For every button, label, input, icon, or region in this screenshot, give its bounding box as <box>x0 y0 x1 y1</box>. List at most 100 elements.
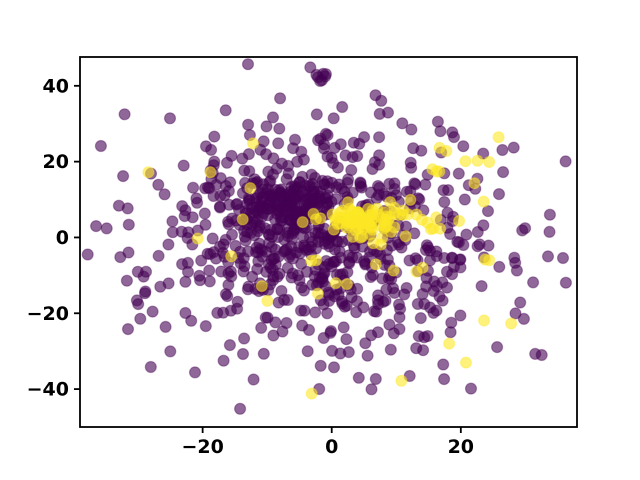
scatter-point <box>296 216 309 229</box>
x-tick-label: 20 <box>448 436 474 458</box>
scatter-point <box>438 373 451 386</box>
scatter-point <box>369 372 382 386</box>
scatter-point <box>193 269 206 282</box>
scatter-point <box>324 326 337 339</box>
x-tick-label: −20 <box>181 436 223 458</box>
scatter-point <box>438 195 451 209</box>
scatter-point <box>89 220 103 233</box>
scatter-point <box>218 189 231 202</box>
scatter-point <box>440 281 454 294</box>
scatter-point <box>403 369 416 383</box>
scatter-point <box>251 263 264 276</box>
scatter-point <box>509 307 522 320</box>
scatter-point <box>389 206 402 219</box>
scatter-point <box>177 159 190 172</box>
scatter-point <box>458 193 471 206</box>
scatter-point <box>198 207 211 220</box>
scatter-point <box>426 163 439 176</box>
scatter-point <box>367 237 380 250</box>
scatter-point <box>257 135 270 148</box>
scatter-point <box>483 254 496 267</box>
scatter-point <box>270 162 283 175</box>
y-axis: −40 −20 0 20 40 <box>27 75 80 401</box>
scatter-point <box>514 296 527 309</box>
scatter-point <box>492 131 505 144</box>
scatter-point <box>219 288 232 301</box>
scatter-point <box>359 337 372 350</box>
scatter-point <box>280 243 293 256</box>
scatter-point <box>396 117 409 130</box>
scatter-point <box>352 371 365 384</box>
scatter-point <box>181 256 194 269</box>
scatter-point <box>112 199 126 212</box>
scatter-point <box>191 232 204 245</box>
scatter-point <box>247 373 260 386</box>
scatter-point <box>541 250 555 263</box>
scatter-point <box>293 274 306 287</box>
scatter-point <box>454 309 467 322</box>
scatter-point <box>459 155 472 168</box>
scatter-point <box>166 215 179 228</box>
scatter-point <box>365 329 378 342</box>
scatter-point <box>274 92 287 105</box>
scatter-point <box>316 174 329 187</box>
scatter-point <box>280 316 293 330</box>
scatter-point <box>414 312 427 325</box>
scatter-point <box>179 275 192 288</box>
scatter-point <box>349 224 362 237</box>
scatter-point <box>275 284 288 298</box>
scatter-point <box>518 222 532 235</box>
scatter-point <box>454 253 467 266</box>
scatter-point <box>134 312 147 325</box>
scatter-point <box>261 294 274 307</box>
scatter-point <box>457 140 470 153</box>
scatter-point <box>335 295 348 308</box>
scatter-point <box>366 204 379 217</box>
scatter-point <box>138 287 152 300</box>
scatter-point <box>327 112 340 125</box>
scatter-point <box>244 182 257 195</box>
scatter-point <box>517 312 531 325</box>
cluster-yellow <box>142 131 518 400</box>
scatter-point <box>360 212 373 225</box>
scatter-point <box>433 141 446 154</box>
scatter-point <box>158 188 171 201</box>
scatter-point <box>305 387 318 400</box>
scatter-point <box>381 106 395 119</box>
scatter-point <box>430 211 443 224</box>
scatter-point <box>314 74 327 88</box>
scatter-point <box>266 111 280 124</box>
scatter-point <box>225 250 238 263</box>
scatter-point <box>242 148 255 161</box>
scatter-point <box>420 272 433 285</box>
scatter-point <box>419 244 432 257</box>
scatter-point <box>250 241 263 254</box>
scatter-point <box>452 236 465 249</box>
scatter-point <box>118 108 131 121</box>
scatter-point <box>142 166 155 179</box>
scatter-point <box>351 150 364 163</box>
scatter-point <box>315 272 328 285</box>
scatter-point <box>272 296 285 309</box>
scatter-point <box>357 301 370 314</box>
scatter-point <box>185 314 198 327</box>
scatter-point <box>375 94 388 107</box>
scatter-point <box>273 122 286 135</box>
scatter-point <box>310 254 323 267</box>
scatter-point <box>393 322 406 336</box>
y-tick-label: 40 <box>43 75 69 97</box>
scatter-point <box>334 138 347 151</box>
scatter-point <box>410 265 423 278</box>
scatter-point <box>437 184 450 197</box>
scatter-point <box>559 276 573 289</box>
scatter-point <box>238 332 251 345</box>
scatter-point <box>395 374 408 387</box>
scatter-point <box>473 238 486 251</box>
scatter-point <box>305 168 318 181</box>
scatter-point <box>267 152 280 165</box>
scatter-point <box>204 166 217 179</box>
scatter-point <box>329 277 342 290</box>
scatter-point <box>508 251 521 264</box>
scatter-point <box>265 240 278 254</box>
scatter-point <box>261 209 275 222</box>
